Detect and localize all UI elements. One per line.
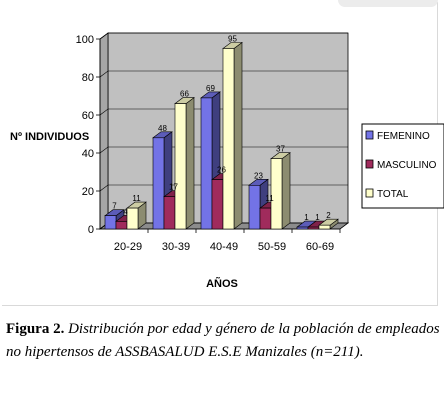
chart-bars bbox=[104, 41, 339, 230]
legend-swatch-masculino bbox=[365, 159, 374, 169]
bar bbox=[152, 137, 165, 230]
bar-side bbox=[233, 41, 243, 230]
legend-swatch-total bbox=[365, 188, 374, 198]
legend-box bbox=[361, 123, 444, 209]
bar-side bbox=[281, 152, 291, 230]
bar bbox=[211, 179, 224, 230]
data-label: 7 bbox=[112, 202, 117, 211]
data-label: 48 bbox=[158, 124, 167, 133]
legend-label-femenino: FEMENINO bbox=[377, 131, 430, 142]
legend: FEMENINO MASCULINO TOTAL bbox=[361, 123, 444, 209]
bar bbox=[163, 196, 176, 230]
bar bbox=[174, 103, 187, 230]
figure-caption: Figura 2. Distribución por edad y género… bbox=[6, 318, 442, 364]
bar-side bbox=[185, 96, 195, 230]
side-wall bbox=[99, 32, 109, 230]
data-label: 95 bbox=[228, 35, 237, 44]
bar bbox=[222, 48, 235, 230]
data-label: 4 bbox=[123, 207, 128, 216]
gridline bbox=[99, 70, 348, 78]
bar bbox=[270, 158, 283, 230]
data-label: 23 bbox=[254, 171, 263, 180]
bar bbox=[115, 221, 128, 230]
data-label: 1 bbox=[304, 213, 309, 222]
y-tick-label: 40 bbox=[82, 148, 94, 160]
x-tick-label: 30-39 bbox=[162, 241, 190, 253]
x-tick-label: 20-29 bbox=[114, 241, 142, 253]
data-label: 37 bbox=[276, 145, 285, 154]
x-tick-label: 40-49 bbox=[210, 241, 238, 253]
caption-lead: Figura 2. bbox=[6, 321, 65, 337]
x-tick-label: 50-59 bbox=[258, 241, 286, 253]
bar bbox=[307, 226, 320, 230]
gridline bbox=[99, 108, 348, 116]
legend-label-masculino: MASCULINO bbox=[377, 160, 437, 171]
y-tick-label: 0 bbox=[88, 224, 94, 236]
y-tick-label: 100 bbox=[76, 34, 94, 46]
data-label: 1 bbox=[315, 213, 320, 222]
data-label: 26 bbox=[217, 166, 226, 175]
data-label: 11 bbox=[132, 194, 141, 203]
data-label: 66 bbox=[180, 90, 189, 99]
data-label: 11 bbox=[265, 194, 274, 203]
x-tick-label: 60-69 bbox=[306, 241, 334, 253]
legend-swatch-femenino bbox=[365, 130, 374, 140]
y-axis-title: Nº INDIVIDUOS bbox=[10, 131, 89, 143]
bar bbox=[248, 185, 261, 230]
x-axis-title: AÑOS bbox=[206, 277, 238, 290]
chart-ticks: 0 20 40 60 80 100 74 11 20-29 48 17 66 30-39 69 26 95 40… bbox=[76, 34, 334, 253]
gridline bbox=[99, 32, 348, 40]
bar bbox=[259, 207, 272, 230]
bar bbox=[200, 97, 213, 230]
bar bbox=[126, 207, 139, 230]
y-tick-label: 80 bbox=[82, 72, 94, 84]
corner-tab bbox=[338, 0, 438, 7]
data-label: 69 bbox=[206, 84, 215, 93]
bar bbox=[104, 215, 117, 230]
gridline bbox=[99, 146, 348, 154]
bar bbox=[296, 226, 309, 230]
bar bbox=[318, 224, 331, 230]
caption-body: Distribución por edad y género de la pob… bbox=[6, 321, 440, 360]
y-tick-label: 20 bbox=[82, 186, 94, 198]
data-label: 2 bbox=[326, 211, 331, 220]
chart: 0 20 40 60 80 100 74 11 20-29 48 17 66 30-39 69 26 95 40… bbox=[10, 32, 444, 290]
y-tick-label: 60 bbox=[82, 110, 94, 122]
data-label: 17 bbox=[169, 183, 178, 192]
legend-label-total: TOTAL bbox=[377, 189, 409, 200]
